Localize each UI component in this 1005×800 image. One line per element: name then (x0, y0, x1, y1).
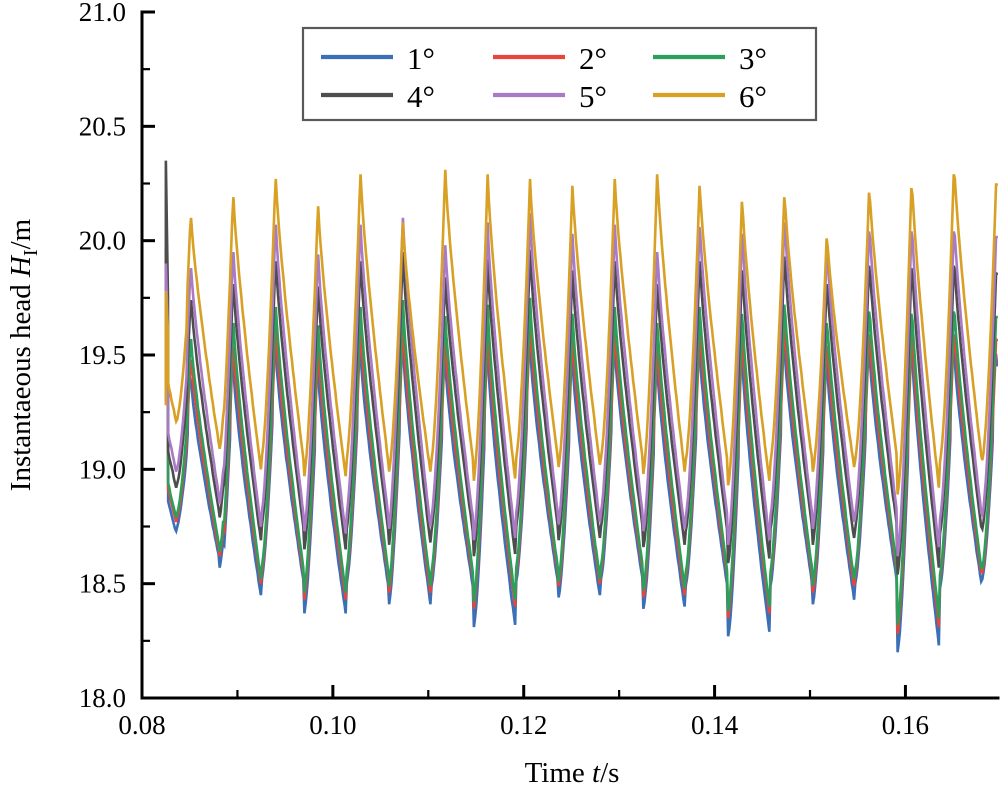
legend-label: 1° (407, 41, 435, 76)
legend-item-6deg[interactable]: 6° (653, 79, 767, 114)
legend-label: 4° (407, 79, 435, 114)
y-axis-title: Instantaeous head HI/m (5, 218, 42, 491)
x-tick-label: 0.12 (500, 710, 547, 740)
x-tick-label: 0.14 (691, 710, 739, 740)
legend-item-2deg[interactable]: 2° (493, 41, 607, 76)
x-tick-label: 0.10 (309, 710, 356, 740)
x-axis-title: Time t/s (525, 757, 620, 789)
y-tick-label: 18.0 (79, 683, 126, 713)
legend-item-3deg[interactable]: 3° (653, 41, 767, 76)
y-tick-label: 21.0 (79, 0, 126, 27)
series-line-3deg (164, 277, 998, 625)
legend-label: 5° (579, 79, 607, 114)
y-tick-label: 20.0 (79, 226, 126, 256)
x-tick-label: 0.16 (882, 710, 929, 740)
legend-label: 3° (739, 41, 767, 76)
y-tick-label: 19.5 (79, 340, 126, 370)
legend-item-4deg[interactable]: 4° (321, 79, 435, 114)
legend-item-1deg[interactable]: 1° (321, 41, 435, 76)
legend-item-5deg[interactable]: 5° (493, 79, 607, 114)
y-tick-label: 19.0 (79, 454, 126, 484)
y-tick-label: 18.5 (79, 569, 126, 599)
series-layer (164, 160, 998, 653)
legend-label: 6° (739, 79, 767, 114)
legend-box (301, 26, 818, 122)
y-tick-label: 20.5 (79, 111, 126, 141)
legend[interactable]: 1° 2° 3° 4° 5° 6° (301, 26, 818, 122)
series-line-6deg (164, 169, 998, 495)
legend-label: 2° (579, 41, 607, 76)
axes-layer (140, 10, 1000, 700)
x-tick-label: 0.08 (118, 710, 165, 740)
tick-labels-layer: 18.0 18.5 19.0 19.5 20.0 20.5 21.0 0.08 0.10 0.12… (79, 0, 929, 740)
series-line-5deg (164, 213, 998, 557)
